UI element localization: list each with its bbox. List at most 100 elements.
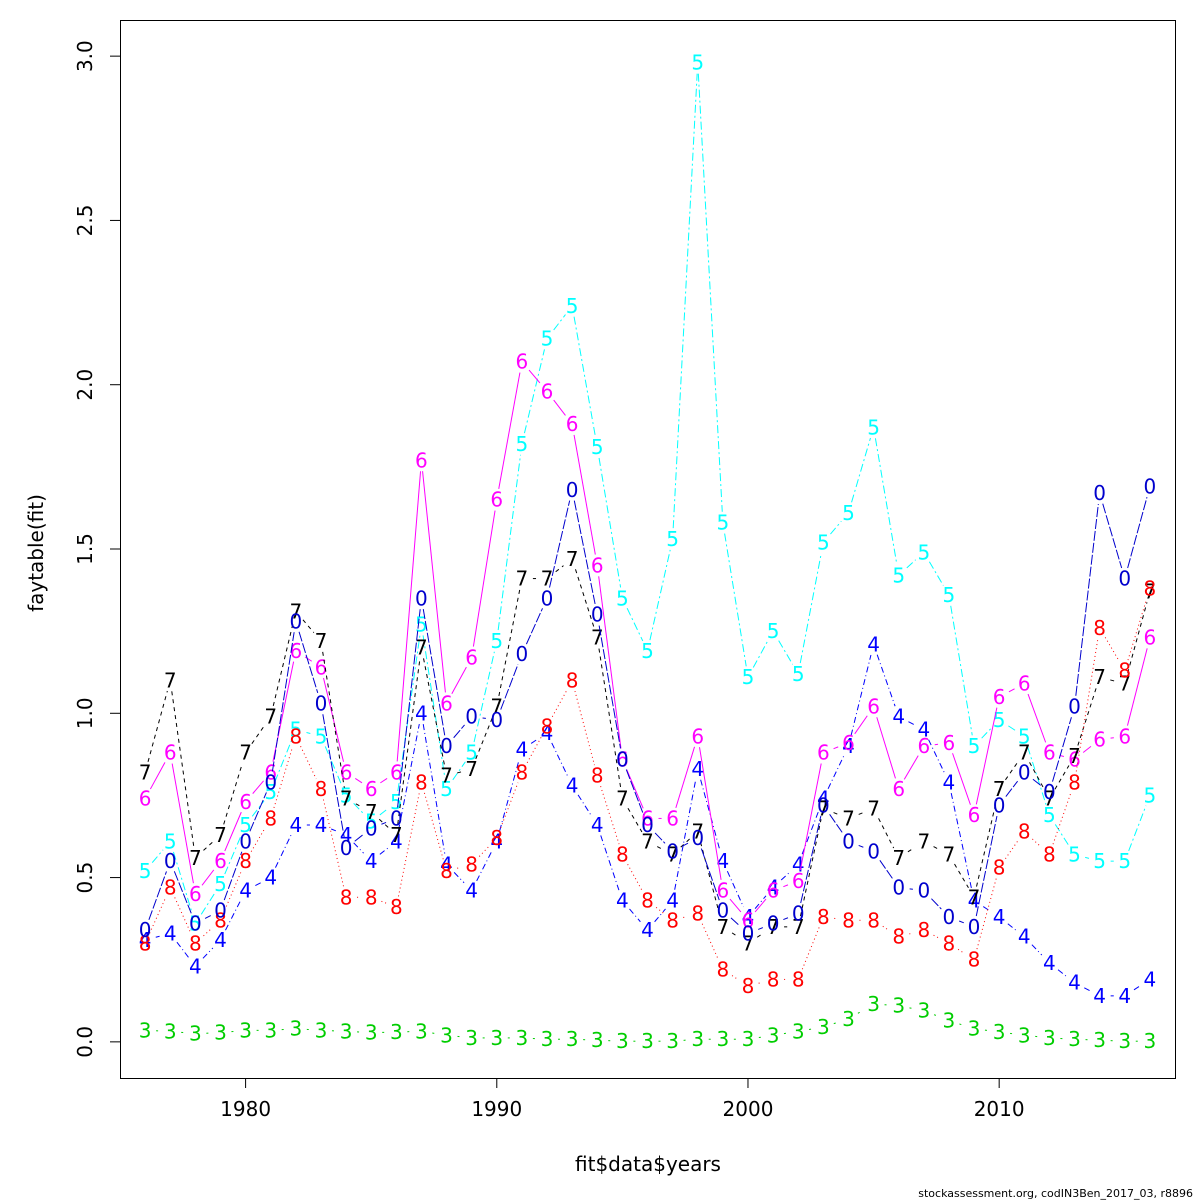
series-3-point: 3 (1093, 1028, 1106, 1052)
series-7-segment (498, 589, 521, 697)
series-6-segment (1008, 688, 1015, 693)
series-8-segment (701, 923, 719, 960)
x-axis-title: fit$data$years (575, 1152, 721, 1176)
series-8-segment (250, 827, 266, 852)
series-5-point: 5 (541, 327, 554, 351)
series-4-segment (654, 908, 666, 923)
series-5-point: 5 (691, 51, 704, 75)
series-0-point: 0 (792, 902, 805, 926)
series-6-segment (952, 753, 971, 805)
x-tick-label: 2000 (723, 1097, 774, 1121)
series-6-segment (323, 677, 345, 762)
series-5-segment (598, 457, 622, 588)
series-5-point: 5 (566, 294, 579, 318)
x-axis: 1980 1990 2000 2010 (220, 1078, 1025, 1121)
series-3-point: 3 (440, 1023, 453, 1047)
series-6-point: 6 (943, 731, 956, 755)
series-7-segment (933, 846, 940, 850)
series-3-point: 3 (315, 1018, 328, 1042)
series-0-segment (298, 631, 319, 694)
series-4-point: 4 (164, 921, 177, 945)
series-0-segment (700, 848, 720, 901)
series-4-point: 4 (993, 905, 1006, 929)
series-6-point: 6 (666, 806, 679, 830)
series-6-segment (451, 666, 467, 695)
series-7-segment (1029, 762, 1045, 790)
series-4-segment (629, 908, 641, 923)
series-3-point: 3 (641, 1029, 654, 1053)
series-6-point: 6 (1068, 747, 1081, 771)
series-6-segment (380, 778, 388, 784)
series-7-point: 7 (214, 823, 227, 847)
series-4-point: 4 (943, 770, 956, 794)
series-8-segment (1032, 838, 1042, 848)
series-8-point: 8 (1093, 616, 1106, 640)
series-3-point: 3 (340, 1019, 353, 1043)
series-6-point: 6 (1144, 626, 1157, 650)
series-3-point: 3 (742, 1027, 755, 1051)
series-7-point: 7 (842, 806, 855, 830)
series-8-segment (574, 690, 595, 766)
series-6-point: 6 (264, 760, 277, 784)
series-4-point: 4 (1093, 984, 1106, 1008)
series-4-segment (700, 779, 721, 851)
series-8-point: 8 (264, 806, 277, 830)
series-0-segment (148, 871, 167, 920)
series-8-point: 8 (591, 764, 604, 788)
series-6-segment (422, 471, 446, 693)
series-7-segment (223, 763, 243, 825)
series-8-point: 8 (641, 889, 654, 913)
series-5-segment (573, 316, 596, 437)
series-5-point: 5 (616, 586, 629, 610)
series-4-segment (353, 842, 364, 854)
series-0-segment (1075, 504, 1099, 696)
series-7-point: 7 (490, 695, 503, 719)
series-4-segment (577, 794, 592, 816)
series-7-segment (907, 847, 915, 853)
series-0-segment (500, 664, 519, 710)
series-3-point: 3 (842, 1007, 855, 1031)
series-7-point: 7 (340, 787, 353, 811)
series-0-segment (422, 609, 446, 736)
series-7-point: 7 (289, 599, 302, 623)
series-6-point: 6 (641, 806, 654, 830)
series-4-segment (275, 834, 292, 868)
series-6-point: 6 (842, 731, 855, 755)
series-8-point: 8 (1043, 843, 1056, 867)
series-0-point: 0 (943, 905, 956, 929)
series-5-segment (672, 73, 698, 529)
series-6-segment (626, 769, 644, 809)
series-7-point: 7 (666, 843, 679, 867)
series-4-point: 4 (566, 774, 579, 798)
series-6-point: 6 (516, 350, 529, 374)
series-0-point: 0 (1018, 760, 1031, 784)
series-3-point: 3 (892, 994, 905, 1018)
series-3-segment (909, 1007, 914, 1010)
series-0-point: 0 (415, 586, 428, 610)
series-0-segment (223, 851, 243, 901)
series-8-point: 8 (1118, 659, 1131, 683)
series-3-segment (432, 1032, 436, 1035)
series-4-segment (1031, 944, 1043, 956)
series-3-point: 3 (1018, 1023, 1031, 1047)
y-axis-title: faytable(fit) (24, 494, 48, 612)
series-8-point: 8 (842, 908, 855, 932)
series-7-segment (680, 838, 690, 848)
series-6-point: 6 (817, 741, 830, 765)
series-5-point: 5 (340, 783, 353, 807)
series-8-point: 8 (415, 770, 428, 794)
series-4-point: 4 (716, 849, 729, 873)
series-5-segment (1054, 824, 1070, 846)
series-8-segment (976, 878, 997, 950)
series-4-segment (176, 941, 190, 958)
series-7-point: 7 (716, 915, 729, 939)
series-0-point: 0 (566, 478, 579, 502)
series-0-point: 0 (315, 691, 328, 715)
series-8-point: 8 (1068, 770, 1081, 794)
series-4-segment (551, 742, 568, 776)
series-5-segment (324, 746, 343, 786)
series-5-segment (752, 640, 769, 668)
series-7-segment (833, 812, 839, 815)
series-8-point: 8 (490, 826, 503, 850)
